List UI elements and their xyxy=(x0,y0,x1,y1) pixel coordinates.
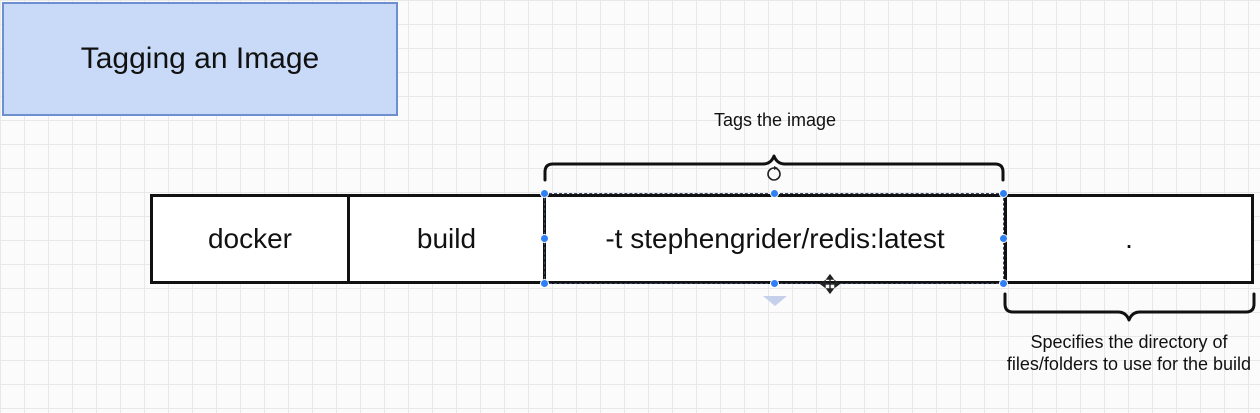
resize-handle-top-right[interactable] xyxy=(999,189,1008,198)
command-part-context[interactable]: . xyxy=(1125,223,1133,254)
directory-annotation: Specifies the directory of files/folders… xyxy=(1006,332,1252,374)
resize-handle-top-left[interactable] xyxy=(540,189,549,198)
top-brace xyxy=(543,154,1005,182)
bottom-brace xyxy=(1003,292,1256,322)
resize-handle-middle-right[interactable] xyxy=(999,234,1008,243)
drop-indicator-icon xyxy=(763,296,787,306)
command-part-tag[interactable]: -t stephengrider/redis:latest xyxy=(546,197,1007,281)
rotate-icon[interactable] xyxy=(767,166,781,181)
resize-handle-top-center[interactable] xyxy=(770,189,779,198)
tags-annotation: Tags the image xyxy=(713,110,837,130)
command-row: docker build -t stephengrider/redis:late… xyxy=(150,194,1254,284)
resize-handle-bottom-left[interactable] xyxy=(540,279,549,288)
resize-handle-middle-left[interactable] xyxy=(540,234,549,243)
slide-title-box: Tagging an Image xyxy=(2,2,398,116)
command-part-docker[interactable]: docker xyxy=(153,197,350,281)
command-part-build[interactable]: build xyxy=(350,197,546,281)
resize-handle-bottom-center[interactable] xyxy=(770,279,779,288)
resize-handle-bottom-right[interactable] xyxy=(999,279,1008,288)
slide-title: Tagging an Image xyxy=(80,42,320,75)
